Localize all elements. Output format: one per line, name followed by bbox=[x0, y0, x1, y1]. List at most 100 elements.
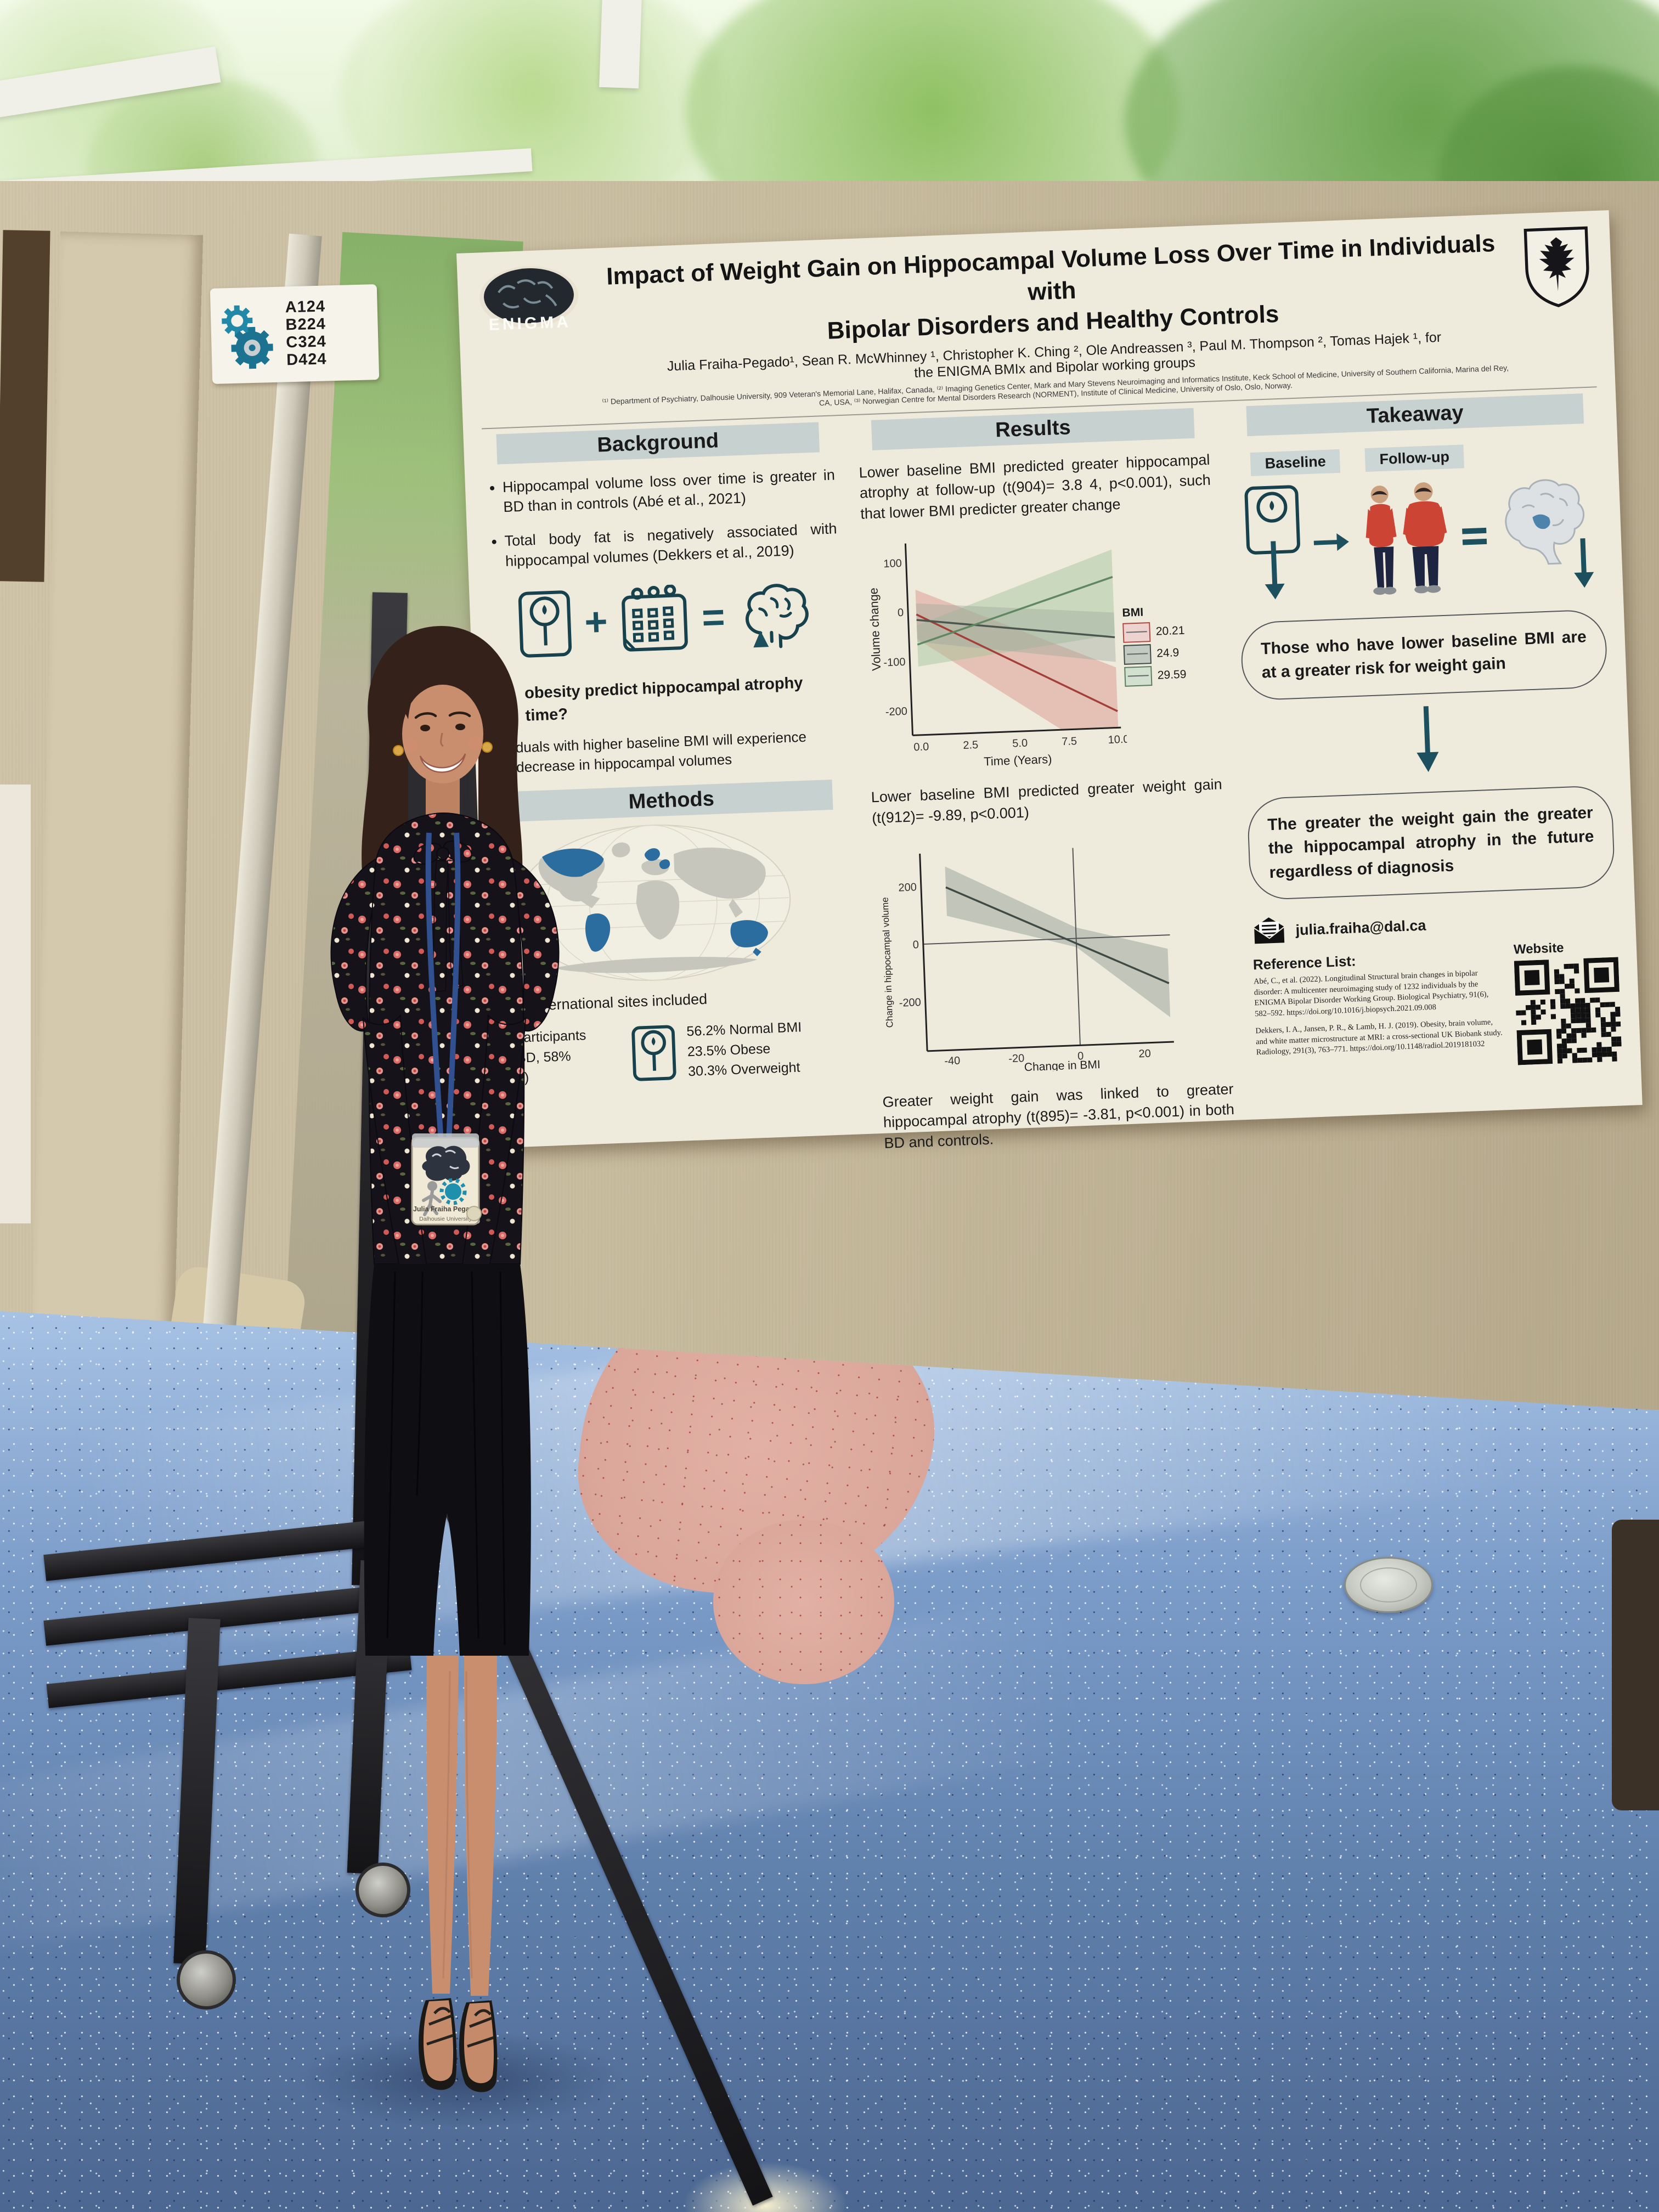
leg bbox=[464, 1656, 497, 1996]
thin-and-heavy-person-icons bbox=[1365, 482, 1447, 595]
left-pinboard-panel bbox=[31, 231, 204, 1333]
world-map bbox=[516, 825, 791, 981]
scale-plus-calendar-equation: + = bbox=[488, 578, 842, 662]
bmi-stats: 56.2% Normal BMI 23.5% Obese 30.3% Overw… bbox=[686, 1019, 802, 1079]
takeaway-diagram bbox=[1235, 472, 1605, 606]
shorts bbox=[364, 1264, 531, 1656]
column-background-methods: Background Hippocampal volume loss over … bbox=[482, 421, 861, 1183]
line-chart-bmi-vs-volume: 200 0 -200 -40 -20 0 20 Change in BMI Ch… bbox=[880, 848, 1174, 1074]
svg-text:-200: -200 bbox=[885, 706, 908, 718]
pink-floor-blob-lobe bbox=[713, 1520, 894, 1684]
conference-badge: Julia Fraiha Pegado Dalhousie University bbox=[411, 1133, 482, 1226]
badge-name: Julia Fraiha Pegado bbox=[413, 1205, 478, 1213]
chart-legend: BMI 20.21 24.9 29.59 bbox=[1122, 605, 1187, 689]
y-axis-label: Volume change bbox=[867, 588, 884, 672]
results-finding-3: Greater weight gain was linked to greate… bbox=[882, 1080, 1235, 1152]
reference-item: Abé, C., et al. (2022). Longitudinal Str… bbox=[1253, 969, 1489, 1019]
takeaway-box-2: The greater the weight gain the greater … bbox=[1246, 785, 1616, 901]
svg-text:10.0: 10.0 bbox=[1108, 733, 1128, 746]
face-features bbox=[403, 712, 482, 773]
background-bullets: Hippocampal volume loss over time is gre… bbox=[483, 465, 838, 572]
chart-volume-change-over-time: 100 0 -100 -200 0.0 2.5 5.0 7.5 10.0 bbox=[861, 527, 1221, 776]
room-code: B224 bbox=[285, 315, 326, 334]
arrow-right-icon bbox=[1313, 533, 1349, 551]
brain-atrophy-icon bbox=[746, 584, 809, 648]
arrow-down-icon bbox=[1417, 706, 1439, 772]
room-code: D424 bbox=[286, 350, 327, 369]
svg-text:-100: -100 bbox=[883, 656, 906, 669]
room-code: C324 bbox=[285, 332, 327, 352]
badge-org: Dalhousie University bbox=[419, 1216, 472, 1222]
earring bbox=[482, 742, 493, 753]
caster-wheel bbox=[177, 1950, 236, 2010]
column-takeaway: Takeaway Baseline Follow-up bbox=[1232, 393, 1626, 1155]
svg-text:0: 0 bbox=[912, 939, 919, 951]
svg-text:-40: -40 bbox=[944, 1054, 961, 1067]
equals-icon: = bbox=[701, 595, 726, 640]
badge-sticker bbox=[466, 1206, 482, 1221]
svg-text:0: 0 bbox=[1077, 1050, 1084, 1062]
baseline-label: Baseline bbox=[1250, 449, 1341, 476]
poster-edge-on-left-panel bbox=[0, 785, 31, 1223]
svg-text:7.5: 7.5 bbox=[1062, 735, 1077, 748]
background-bullet: Total body fat is negatively associated … bbox=[504, 519, 838, 572]
svg-text:100: 100 bbox=[883, 557, 902, 570]
enigma-logo: ENIGMA bbox=[479, 266, 579, 334]
results-finding-1: Lower baseline BMI predicted greater hip… bbox=[859, 451, 1211, 522]
svg-text:-200: -200 bbox=[899, 996, 922, 1009]
results-finding-2: Lower baseline BMI predicted greater wei… bbox=[871, 776, 1223, 827]
earring bbox=[393, 745, 404, 756]
enigma-logo-text: ENIGMA bbox=[488, 313, 571, 334]
website-block: Website bbox=[1513, 939, 1622, 1068]
gears-icon bbox=[222, 305, 273, 369]
svg-text:0: 0 bbox=[898, 607, 904, 619]
svg-text:2.5: 2.5 bbox=[963, 739, 979, 752]
presenter-person: Julia Fraiha Pegado Dalhousie University bbox=[330, 626, 560, 2092]
website-label: Website bbox=[1513, 940, 1565, 957]
window-mullion bbox=[599, 0, 642, 89]
weight-scale-icon bbox=[518, 590, 572, 658]
svg-text:20: 20 bbox=[1138, 1047, 1151, 1060]
neck bbox=[426, 771, 460, 822]
x-axis-label: Time (Years) bbox=[984, 752, 1052, 769]
contact-email: julia.fraiha@dal.ca bbox=[1295, 917, 1426, 939]
svg-text:0.0: 0.0 bbox=[913, 741, 929, 753]
takeaway-header: Takeaway bbox=[1246, 393, 1584, 436]
line-chart-volume-change: 100 0 -100 -200 0.0 2.5 5.0 7.5 10.0 bbox=[867, 543, 1128, 769]
floral-blouse bbox=[330, 812, 560, 1312]
sandals bbox=[418, 1998, 498, 2092]
background-bullet: Hippocampal volume loss over time is gre… bbox=[502, 465, 836, 517]
brain-with-down-arrow-icon bbox=[1505, 479, 1594, 588]
column-results: Results Lower baseline BMI predicted gre… bbox=[857, 407, 1236, 1169]
furniture-edge bbox=[1612, 1520, 1659, 1810]
results-header: Results bbox=[871, 408, 1195, 450]
lanyard bbox=[425, 832, 444, 1144]
wood-frame-edge bbox=[0, 230, 50, 582]
floor-outlet-disc bbox=[1344, 1557, 1433, 1613]
x-axis-label: Change in BMI bbox=[1024, 1058, 1101, 1074]
svg-text:-20: -20 bbox=[1008, 1052, 1025, 1065]
followup-label: Follow-up bbox=[1364, 444, 1464, 472]
terrazzo-floor bbox=[0, 1311, 1659, 2212]
weight-scale-with-arrow-icon bbox=[1244, 484, 1301, 599]
room-code: A124 bbox=[285, 297, 326, 317]
qr-code bbox=[1514, 957, 1622, 1065]
reference-item: Dekkers, I. A., Jansen, P. R., & Lamb, H… bbox=[1255, 1018, 1503, 1057]
calendar-icon bbox=[622, 584, 688, 652]
svg-text:5.0: 5.0 bbox=[1012, 737, 1028, 750]
lanyard bbox=[446, 832, 461, 1144]
background-header: Background bbox=[496, 422, 820, 465]
y-axis-label: Change in hippocampal volume bbox=[880, 897, 895, 1028]
takeaway-box-1: Those who have lower baseline BMI are at… bbox=[1240, 608, 1609, 701]
reference-list: Reference List: Abé, C., et al. (2022). … bbox=[1252, 943, 1504, 1078]
caster-wheel bbox=[356, 1863, 410, 1917]
university-crest-icon bbox=[1523, 226, 1589, 307]
svg-text:200: 200 bbox=[898, 881, 917, 894]
research-poster: ENIGMA Impact of Weight Gain on Hippocam… bbox=[456, 210, 1643, 1152]
weight-scale-icon bbox=[631, 1025, 676, 1081]
email-icon bbox=[1253, 917, 1286, 945]
room-sign: A124 B224 C324 D424 bbox=[210, 284, 380, 384]
equals-icon bbox=[1462, 527, 1487, 545]
participants-stats: 4 participants 3 BD, 58% ale) 56.2% Norm… bbox=[504, 1015, 857, 1088]
